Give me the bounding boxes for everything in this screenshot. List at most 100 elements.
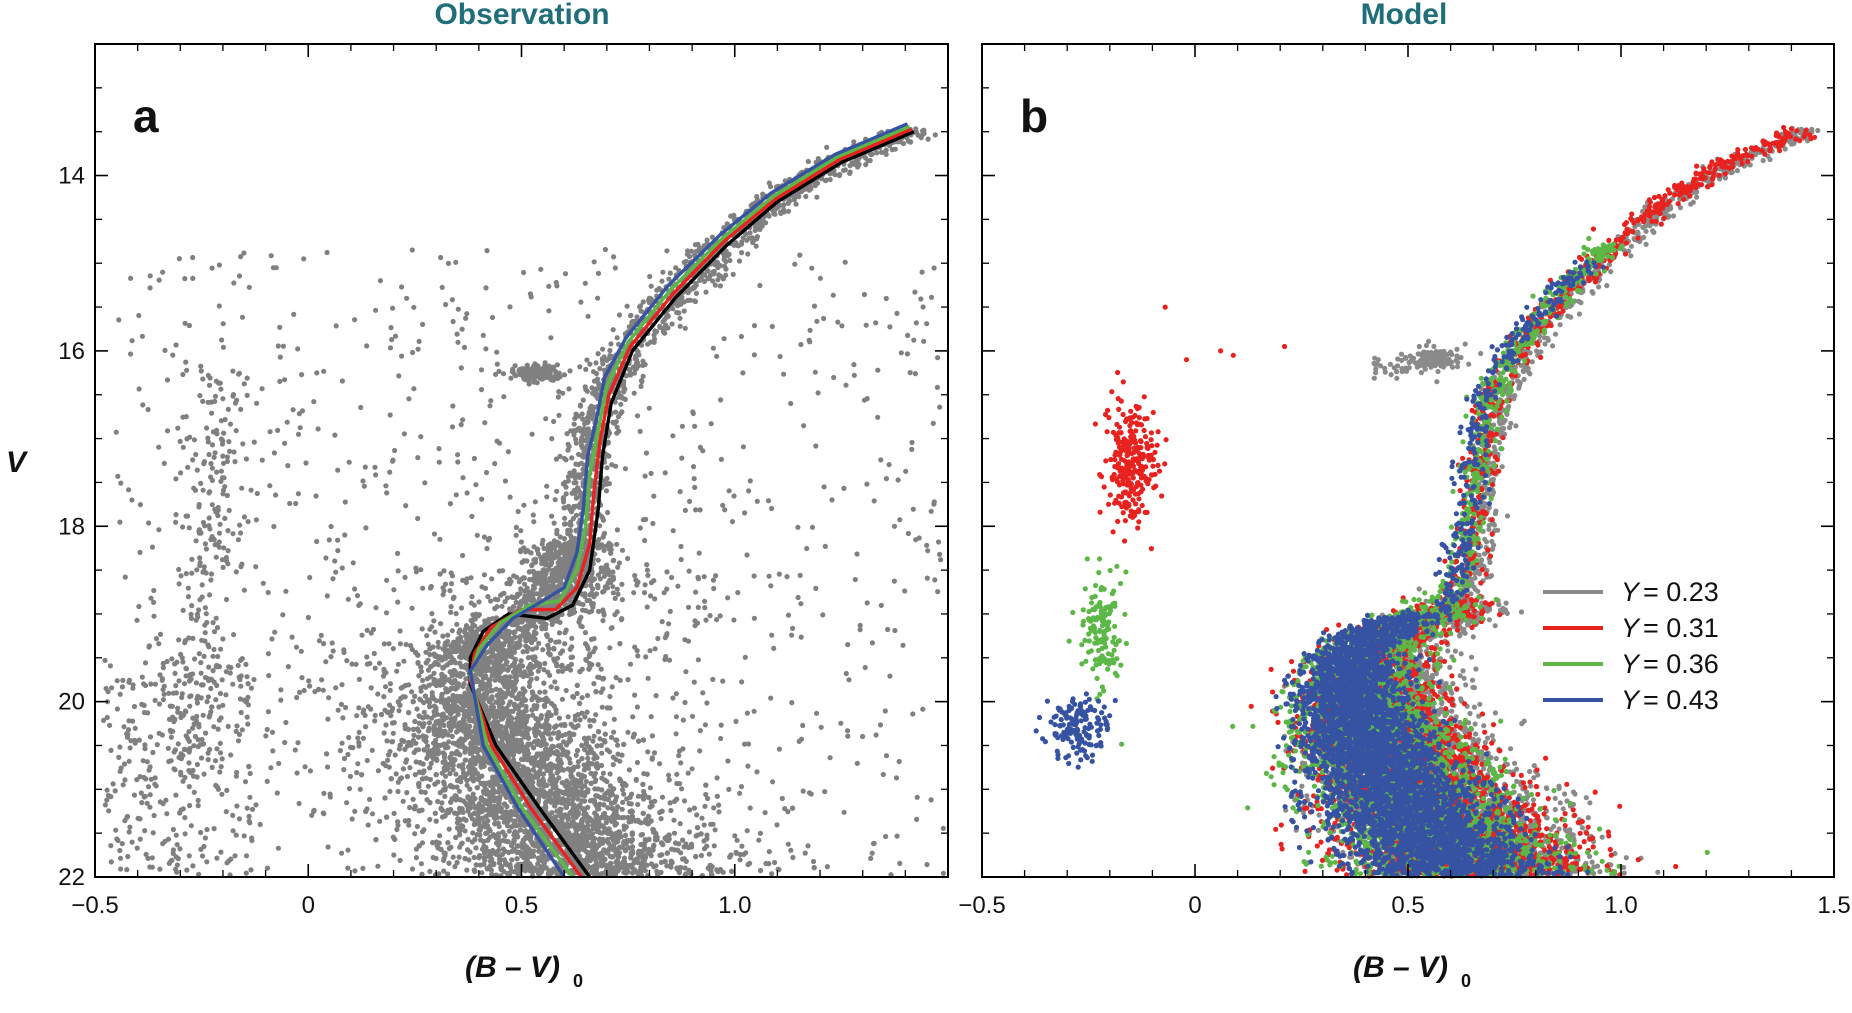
data-point	[598, 762, 605, 769]
data-point	[412, 772, 418, 778]
data-point	[382, 795, 388, 801]
data-point	[412, 693, 418, 699]
data-point	[615, 868, 621, 874]
data-point	[546, 731, 553, 737]
data-point	[440, 733, 446, 739]
data-point	[454, 750, 460, 756]
data-point	[406, 822, 412, 828]
data-point	[671, 830, 678, 836]
data-point	[402, 818, 408, 824]
data-point	[373, 837, 379, 843]
data-point	[449, 733, 455, 739]
data-point	[554, 663, 560, 669]
data-point	[406, 710, 412, 716]
data-point	[410, 796, 416, 802]
data-point	[543, 800, 549, 806]
data-point	[525, 757, 531, 763]
data-point	[518, 658, 524, 664]
data-point	[560, 789, 566, 796]
data-point	[584, 709, 590, 715]
data-point	[400, 766, 406, 772]
data-point	[640, 810, 646, 816]
data-point	[548, 684, 554, 690]
data-point	[514, 869, 520, 876]
data-point	[433, 772, 439, 778]
data-point	[545, 642, 551, 649]
data-point	[758, 867, 764, 874]
data-point	[514, 856, 520, 862]
data-point	[359, 772, 365, 778]
data-point	[523, 866, 530, 872]
data-point	[623, 870, 629, 876]
data-point	[548, 736, 554, 742]
data-point	[432, 810, 438, 816]
data-point	[432, 781, 438, 787]
data-point	[664, 850, 670, 856]
data-point	[407, 804, 413, 811]
data-point	[424, 743, 431, 749]
data-point	[385, 757, 391, 763]
data-point	[627, 794, 633, 800]
panel-a-title: Observation	[434, 0, 609, 31]
data-point	[621, 791, 627, 797]
data-point	[617, 641, 623, 647]
data-point	[470, 830, 476, 836]
data-point	[500, 829, 506, 835]
data-point	[602, 721, 608, 727]
data-point	[612, 822, 618, 828]
data-point	[541, 865, 548, 871]
data-point	[585, 755, 591, 761]
data-point	[558, 722, 564, 728]
data-point	[631, 731, 637, 737]
data-point	[522, 697, 528, 703]
data-point	[651, 750, 658, 756]
data-point	[525, 735, 532, 741]
data-point	[659, 840, 665, 846]
data-point	[600, 770, 607, 776]
data-point	[537, 689, 543, 695]
data-point	[574, 748, 581, 754]
data-point	[521, 841, 527, 848]
data-point	[541, 783, 547, 789]
data-point	[620, 787, 626, 793]
data-point	[472, 836, 478, 843]
data-point	[481, 838, 487, 845]
data-point	[475, 776, 481, 782]
data-point	[522, 708, 528, 715]
data-point	[474, 749, 480, 755]
data-point	[435, 798, 441, 805]
data-point	[425, 667, 432, 673]
panel-b-title: Model	[1361, 0, 1448, 31]
data-point	[565, 749, 571, 756]
data-point	[615, 804, 621, 810]
data-point	[617, 830, 623, 836]
panel-a-points	[101, 126, 947, 879]
data-point	[429, 693, 435, 699]
data-point	[694, 812, 700, 818]
data-point	[467, 786, 473, 792]
data-point	[588, 770, 594, 776]
data-point	[416, 734, 422, 740]
data-point	[447, 783, 453, 789]
data-point	[487, 683, 493, 689]
data-point	[423, 684, 429, 690]
data-point	[458, 707, 464, 713]
data-point	[594, 761, 600, 767]
data-point	[481, 790, 487, 796]
data-point	[465, 836, 471, 843]
data-point	[368, 685, 374, 691]
data-point	[471, 854, 477, 861]
data-point	[441, 779, 447, 785]
data-point	[411, 806, 418, 812]
data-point	[324, 751, 330, 757]
data-point	[388, 776, 394, 782]
data-point	[560, 767, 567, 773]
data-point	[688, 844, 695, 850]
data-point	[514, 864, 521, 870]
data-point	[507, 674, 513, 680]
data-point	[423, 775, 429, 781]
data-point	[554, 749, 560, 755]
data-point	[545, 748, 551, 754]
data-point	[542, 703, 548, 709]
data-point	[515, 843, 521, 849]
